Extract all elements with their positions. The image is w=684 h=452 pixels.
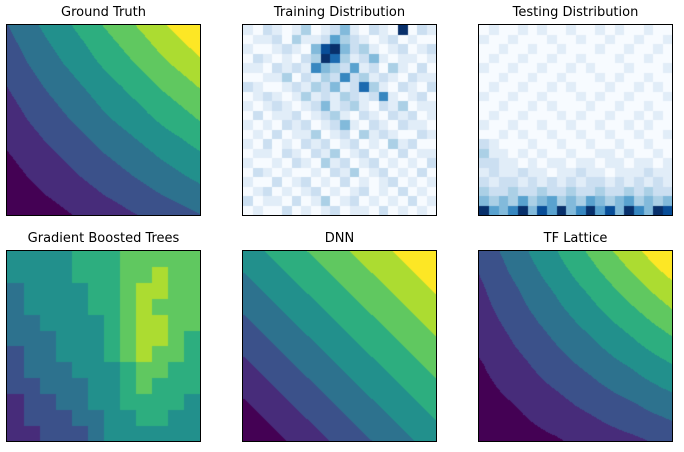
subplot-tf-lattice: TF Lattice — [478, 231, 673, 442]
subplot-ground-truth: Ground Truth — [6, 5, 201, 216]
subplot-dnn: DNN — [242, 231, 437, 442]
dnn-plot — [242, 250, 437, 442]
tf-lattice-plot — [478, 250, 673, 442]
testing-distribution-plot — [478, 24, 673, 216]
ground-truth-plot — [6, 24, 201, 216]
subplot-title: Gradient Boosted Trees — [27, 231, 180, 246]
subplot-testing-distribution: Testing Distribution — [478, 5, 673, 216]
subplot-gradient-boosted-trees: Gradient Boosted Trees — [6, 231, 201, 442]
gradient-boosted-trees-plot — [6, 250, 201, 442]
subplot-title: DNN — [324, 231, 355, 246]
subplot-training-distribution: Training Distribution — [242, 5, 437, 216]
training-distribution-plot — [242, 24, 437, 216]
subplot-title: Testing Distribution — [512, 5, 639, 20]
subplot-title: Ground Truth — [61, 5, 146, 20]
subplot-title: TF Lattice — [543, 231, 608, 246]
subplot-title: Training Distribution — [273, 5, 406, 20]
